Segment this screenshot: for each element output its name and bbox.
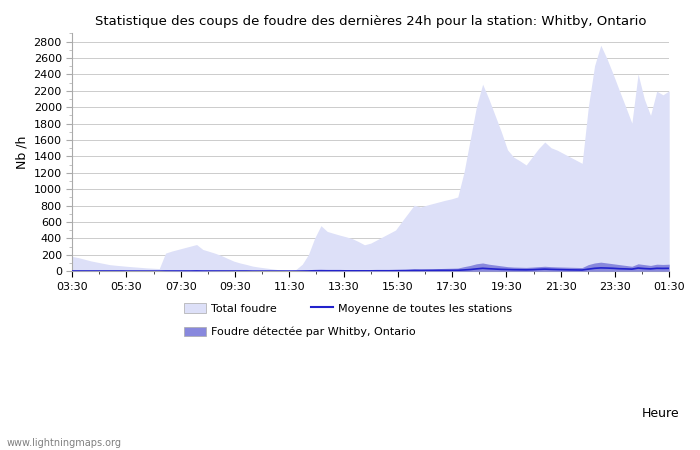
Y-axis label: Nb /h: Nb /h	[15, 135, 28, 169]
Text: Heure: Heure	[641, 407, 679, 420]
Title: Statistique des coups de foudre des dernières 24h pour la station: Whitby, Ontar: Statistique des coups de foudre des dern…	[95, 15, 647, 28]
Legend: Foudre détectée par Whitby, Ontario: Foudre détectée par Whitby, Ontario	[179, 322, 421, 342]
Text: www.lightningmaps.org: www.lightningmaps.org	[7, 438, 122, 448]
